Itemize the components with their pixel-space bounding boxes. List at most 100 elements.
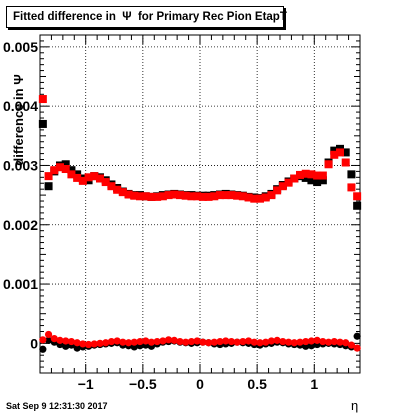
data-point-square	[313, 178, 322, 187]
data-point-square	[153, 192, 162, 201]
data-point-circle	[107, 337, 116, 346]
data-point-square	[301, 169, 310, 178]
data-markers	[38, 95, 362, 353]
data-point-circle	[102, 339, 110, 347]
data-point-circle	[307, 337, 316, 345]
data-point-square	[44, 172, 53, 181]
data-point-circle	[62, 337, 70, 345]
data-point-square	[38, 95, 47, 104]
data-point-circle	[302, 337, 310, 346]
data-point-circle	[204, 339, 213, 347]
data-point-square	[67, 170, 76, 179]
data-point-circle	[199, 338, 207, 346]
data-point-square	[250, 194, 259, 203]
data-point-square	[301, 173, 310, 182]
data-point-square	[164, 191, 173, 200]
y-tick-label: 0.005	[3, 39, 38, 55]
data-point-square	[204, 192, 213, 201]
data-point-square	[61, 160, 70, 169]
data-point-square	[290, 174, 299, 183]
y-tick-label: 0.002	[3, 217, 38, 233]
data-point-square	[267, 191, 276, 200]
grid-lines	[40, 35, 360, 373]
data-point-circle	[210, 338, 218, 346]
data-point-circle	[290, 339, 298, 347]
data-point-square	[353, 201, 362, 210]
x-axis-label: η	[351, 398, 359, 413]
data-point-circle	[222, 337, 230, 345]
data-point-circle	[113, 337, 121, 345]
title-box: Fitted difference in Ψ for Primary Rec P…	[6, 6, 287, 28]
data-point-circle	[136, 337, 144, 346]
data-point-square	[130, 191, 139, 200]
data-point-square	[50, 166, 59, 175]
data-point-square	[187, 192, 196, 201]
data-point-circle	[62, 342, 70, 350]
x-tick-label: 0	[196, 376, 204, 392]
data-point-circle	[73, 339, 81, 347]
data-point-square	[216, 191, 224, 200]
data-point-square	[284, 178, 293, 187]
data-point-circle	[336, 338, 344, 346]
data-point-square	[347, 183, 356, 192]
data-point-circle	[147, 338, 156, 346]
data-point-circle	[319, 337, 327, 346]
data-point-circle	[182, 338, 190, 346]
y-tick-label: 0.004	[3, 98, 38, 114]
y-axis-label: difference in Ψ	[11, 74, 26, 165]
data-point-square	[90, 172, 99, 181]
data-point-circle	[273, 336, 281, 344]
data-point-circle	[239, 337, 247, 346]
data-point-square	[261, 193, 270, 202]
data-point-square	[176, 191, 184, 200]
data-point-square	[198, 192, 207, 201]
data-point-circle	[330, 337, 338, 346]
data-point-square	[101, 178, 110, 187]
axis-ticks	[39, 34, 361, 374]
data-point-circle	[130, 338, 138, 346]
data-point-circle	[267, 337, 276, 345]
data-point-square	[318, 176, 327, 185]
data-point-square	[296, 170, 304, 179]
data-point-square	[330, 150, 339, 159]
data-point-circle	[284, 338, 293, 346]
data-point-circle	[79, 340, 87, 348]
data-point-circle	[227, 337, 236, 346]
data-point-square	[347, 170, 356, 179]
data-point-square	[61, 165, 70, 174]
data-point-circle	[342, 339, 350, 347]
data-point-square	[170, 190, 179, 199]
data-point-square	[181, 191, 190, 200]
data-point-square	[227, 191, 236, 200]
data-point-square	[221, 191, 230, 200]
data-point-circle	[296, 338, 304, 346]
data-point-circle	[96, 339, 104, 347]
data-point-square	[193, 192, 202, 201]
data-point-circle	[67, 337, 76, 346]
tick-labels: −1 −0.5 0 0.5 1 0 0.001 0.002 0.003 0.004 0.005	[3, 39, 318, 392]
y-tick-label: 0.001	[3, 276, 38, 292]
y-tick-label: 0.003	[3, 157, 38, 173]
x-tick-label: 1	[310, 376, 318, 392]
x-tick-label: −1	[78, 376, 94, 392]
data-point-square	[107, 182, 116, 191]
y-axis-label-container: difference in Ψ	[11, 74, 26, 165]
data-point-square	[84, 173, 93, 182]
data-point-square	[136, 192, 144, 201]
data-point-circle	[170, 336, 178, 344]
data-point-circle	[216, 337, 224, 346]
data-point-square	[147, 192, 156, 201]
data-point-square	[278, 182, 287, 191]
data-point-square	[318, 171, 327, 180]
data-point-circle	[279, 337, 287, 346]
data-point-square	[324, 160, 333, 169]
data-point-square	[78, 176, 87, 185]
data-point-square	[238, 192, 247, 201]
data-point-circle	[84, 340, 93, 349]
data-point-square	[307, 170, 316, 179]
data-point-square	[38, 119, 47, 128]
data-point-square	[256, 194, 264, 203]
data-point-circle	[176, 337, 184, 346]
x-tick-label: −0.5	[129, 376, 157, 392]
